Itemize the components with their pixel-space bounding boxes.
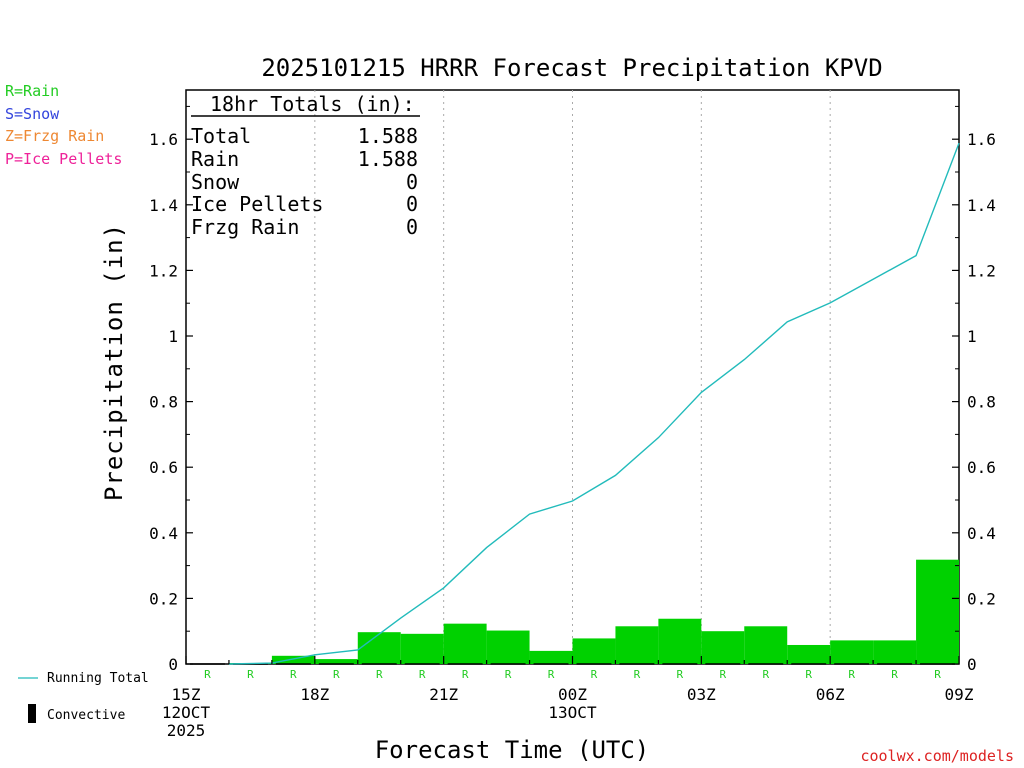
y-tick-label-right: 1.4	[967, 196, 996, 215]
x-tick-label: 13OCT	[548, 703, 597, 722]
totals-label-total: Total	[191, 124, 251, 148]
x-tick-label: 21Z	[429, 685, 458, 704]
totals-label-ice-pellets: Ice Pellets	[191, 192, 323, 216]
precip-type-mark: R	[591, 668, 598, 681]
y-tick-label-right: 0.8	[967, 393, 996, 412]
precip-type-legend: R=Rain S=Snow Z=Frzg Rain P=Ice Pellets	[5, 82, 122, 168]
convective-legend-label: Convective	[47, 708, 125, 723]
precip-type-mark: R	[247, 668, 254, 681]
precip-bar	[400, 633, 444, 664]
precip-bar	[830, 640, 874, 664]
precip-bar	[916, 559, 959, 664]
chart-title: 2025101215 HRRR Forecast Precipitation K…	[261, 54, 882, 82]
precip-type-mark: R	[462, 668, 469, 681]
legend-frzg-rain: Z=Frzg Rain	[5, 127, 104, 145]
precip-type-mark: R	[934, 668, 941, 681]
convective-legend-swatch	[28, 704, 36, 723]
precip-type-mark: R	[419, 668, 426, 681]
precip-bar	[443, 623, 487, 664]
totals-value-rain: 1.588	[358, 147, 418, 171]
y-tick-label-left: 1.2	[149, 261, 178, 280]
y-tick-label-left: 1	[168, 327, 178, 346]
precip-bar	[314, 659, 358, 664]
precip-type-mark: R	[376, 668, 383, 681]
y-tick-label-left: 0.6	[149, 458, 178, 477]
precip-type-mark: R	[762, 668, 769, 681]
y-tick-label-left: 1.4	[149, 196, 178, 215]
running-total-legend-label: Running Total	[47, 671, 149, 686]
running-total-series	[228, 142, 960, 665]
totals-value-frzg-rain: 0	[406, 215, 418, 239]
x-tick-label: 03Z	[687, 685, 716, 704]
precip-bar	[787, 644, 831, 664]
totals-label-rain: Rain	[191, 147, 239, 171]
y-tick-label-right: 1.2	[967, 261, 996, 280]
totals-box: 18hr Totals (in): Total 1.588 Rain 1.588…	[191, 92, 420, 239]
y-tick-label-left: 0.8	[149, 393, 178, 412]
precip-type-mark: R	[805, 668, 812, 681]
y-tick-label-left: 0.4	[149, 524, 178, 543]
precip-bar	[615, 626, 659, 664]
legend-rain: R=Rain	[5, 82, 59, 100]
legend-ice-pellets: P=Ice Pellets	[5, 150, 122, 168]
y-tick-label-right: 0.6	[967, 458, 996, 477]
precip-type-mark: R	[719, 668, 726, 681]
y-tick-label-left: 0.2	[149, 589, 178, 608]
running-total-line	[228, 142, 960, 665]
x-tick-label: 2025	[167, 721, 206, 740]
x-tick-label: 06Z	[816, 685, 845, 704]
y-axis: 0 00.2 0.20.4 0.40.6 0.60.8 0.81 11.2 1.21.4 1.4…	[149, 105, 996, 674]
totals-value-snow: 0	[406, 170, 418, 194]
precip-type-mark: R	[677, 668, 684, 681]
precip-bar	[486, 630, 530, 664]
totals-header: 18hr Totals (in):	[210, 92, 415, 116]
y-axis-label: Precipitation (in)	[100, 223, 128, 501]
y-tick-label-right: 1	[967, 327, 977, 346]
precip-bar	[529, 650, 573, 664]
precip-bar	[873, 640, 917, 664]
x-tick-label: 00Z	[558, 685, 587, 704]
precip-bars	[228, 559, 959, 664]
precip-bar	[357, 632, 401, 664]
credit-text: coolwx.com/models	[860, 747, 1014, 765]
precip-type-mark: R	[634, 668, 641, 681]
x-axis-label: Forecast Time (UTC)	[375, 736, 650, 764]
precip-type-mark: R	[848, 668, 855, 681]
totals-value-total: 1.588	[358, 124, 418, 148]
grid-lines	[314, 90, 831, 664]
precip-type-mark: R	[290, 668, 297, 681]
y-tick-label-right: 0.2	[967, 589, 996, 608]
precip-type-mark: R	[204, 668, 211, 681]
x-tick-label: 18Z	[300, 685, 329, 704]
precip-type-mark: R	[548, 668, 555, 681]
y-tick-label-left: 1.6	[149, 130, 178, 149]
y-tick-label-left: 0	[168, 655, 178, 674]
precip-type-mark: R	[891, 668, 898, 681]
precip-bar	[658, 618, 702, 664]
precip-bar	[701, 631, 745, 664]
line-legend: Running Total Convective	[18, 671, 149, 723]
y-tick-label-right: 0	[967, 655, 977, 674]
x-tick-label: 09Z	[945, 685, 974, 704]
y-tick-label-right: 1.6	[967, 130, 996, 149]
legend-snow: S=Snow	[5, 105, 60, 123]
y-tick-label-right: 0.4	[967, 524, 996, 543]
precip-type-mark: R	[333, 668, 340, 681]
totals-label-snow: Snow	[191, 170, 240, 194]
precip-bar	[271, 655, 315, 664]
x-tick-label: 15Z	[172, 685, 201, 704]
totals-value-ice-pellets: 0	[406, 192, 418, 216]
precip-type-mark: R	[505, 668, 512, 681]
precip-bar	[572, 638, 616, 664]
x-tick-label: 12OCT	[162, 703, 211, 722]
totals-label-frzg-rain: Frzg Rain	[191, 215, 299, 239]
precip-bar	[744, 626, 788, 664]
